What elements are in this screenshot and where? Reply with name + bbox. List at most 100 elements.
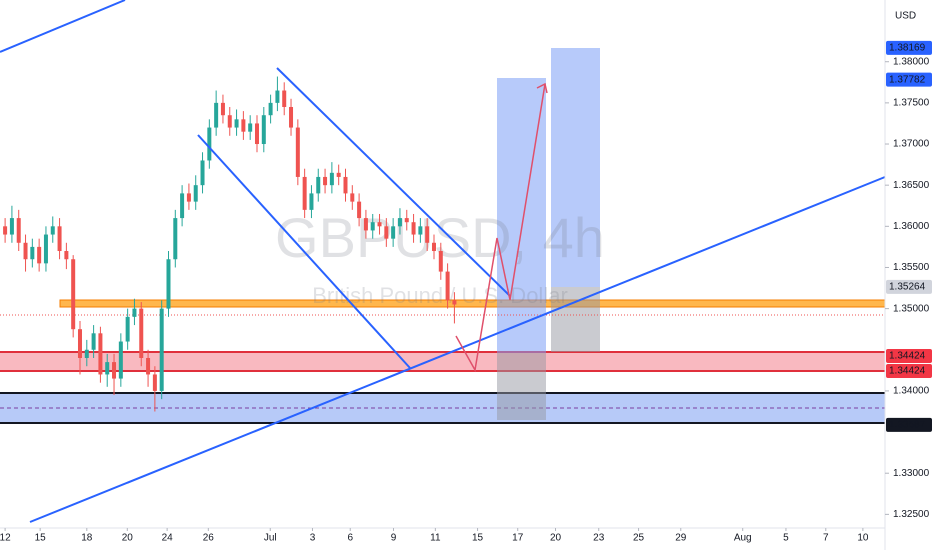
candle-body: [91, 333, 96, 350]
drawings: [0, 0, 886, 523]
price-tag: [886, 40, 932, 55]
x-tick-label: 11: [430, 533, 441, 544]
candle-body: [268, 102, 273, 116]
candle-body: [146, 357, 151, 375]
candle-body: [30, 246, 35, 260]
candle-body: [125, 316, 130, 342]
price-tag: [886, 72, 932, 87]
candle-body: [227, 115, 232, 128]
price-axis: [885, 0, 932, 550]
price-tag-label: 1.34424: [889, 351, 926, 362]
candle-body: [105, 362, 110, 375]
candle-body: [261, 115, 266, 145]
price-tag-label: 1.38169: [889, 42, 926, 53]
candle-body: [295, 127, 300, 177]
price-tag-label: 1.37782: [889, 74, 926, 85]
currency-label: USD: [895, 11, 916, 22]
candle-body: [452, 300, 457, 305]
candle-body: [377, 222, 382, 227]
x-tick-label: 20: [550, 533, 562, 544]
candle-body: [425, 226, 430, 243]
candle-body: [84, 349, 89, 358]
candle-body: [3, 226, 8, 235]
x-tick-label: 26: [203, 533, 215, 544]
price-tag: [886, 279, 932, 294]
channel-upper: [276, 67, 511, 297]
projection-arrow: [455, 83, 546, 373]
candle-body: [343, 176, 348, 194]
candle-body: [186, 193, 191, 202]
arrow-head: [536, 82, 548, 94]
y-tick-label: 1.35500: [893, 262, 930, 273]
candle-body: [357, 201, 362, 219]
price-tag-label: 1.35264: [889, 282, 926, 293]
candle-body: [166, 259, 171, 309]
candle-body: [323, 176, 328, 186]
candle-body: [9, 218, 14, 235]
candle-body: [309, 193, 314, 210]
candle-body: [57, 226, 62, 252]
price-tag: [886, 349, 932, 364]
position-target: [551, 48, 600, 287]
candle-body: [64, 251, 69, 260]
candle-body: [220, 102, 225, 116]
candle-body: [391, 226, 396, 239]
x-tick-label: 25: [633, 533, 645, 544]
price-tag-label: 1.33587: [889, 420, 926, 431]
candle-body: [350, 193, 355, 202]
candle-body: [200, 160, 205, 186]
candle-body: [275, 90, 280, 103]
candle-body: [43, 234, 48, 264]
candle-body: [418, 226, 423, 235]
candle-body: [77, 329, 82, 358]
candle-body: [37, 246, 42, 264]
candle-body: [180, 193, 185, 219]
candle-body: [139, 308, 144, 358]
candle-body: [316, 176, 321, 194]
price-tag: [886, 417, 932, 432]
x-tick-label: Jul: [264, 533, 277, 544]
candle-body: [214, 102, 219, 128]
candle-body: [411, 222, 416, 235]
candle-body: [193, 185, 198, 202]
y-tick-label: 1.33000: [893, 468, 930, 479]
candle-body: [50, 226, 55, 235]
candle-body: [98, 333, 103, 375]
x-tick-label: 23: [593, 533, 605, 544]
candle-body: [438, 251, 443, 272]
channel-lower: [197, 134, 411, 369]
candle-body: [234, 119, 239, 128]
candle-body: [445, 271, 450, 301]
candle-body: [241, 119, 246, 132]
candle-body: [132, 308, 137, 317]
candle-body: [118, 341, 123, 379]
trend-line: [0, 0, 126, 53]
candle-body: [173, 218, 178, 260]
candle-body: [302, 176, 307, 210]
demand-zone: [0, 352, 885, 372]
x-tick-label: 15: [35, 533, 47, 544]
candle-body: [384, 226, 389, 239]
candle-body: [431, 242, 436, 252]
x-tick-label: 9: [391, 533, 397, 544]
y-tick-label: 1.32500: [893, 509, 930, 520]
x-tick-label: 24: [162, 533, 174, 544]
y-tick-label: 1.37500: [893, 98, 930, 109]
x-tick-label: 6: [347, 533, 353, 544]
y-tick-label: 1.35000: [893, 303, 930, 314]
candle-body: [404, 218, 409, 223]
candle-body: [207, 127, 212, 161]
candle-body: [363, 218, 368, 231]
candle-body: [159, 308, 164, 391]
trend-line: [29, 176, 886, 523]
candle-body: [152, 374, 157, 391]
x-tick-label: 17: [512, 533, 524, 544]
candle-body: [397, 218, 402, 227]
x-tick-label: 20: [122, 533, 134, 544]
y-tick-label: 1.36000: [893, 221, 930, 232]
position-stop: [497, 353, 546, 420]
candle-body: [16, 218, 21, 243]
candle-body: [282, 90, 287, 107]
candle-body: [370, 222, 375, 231]
